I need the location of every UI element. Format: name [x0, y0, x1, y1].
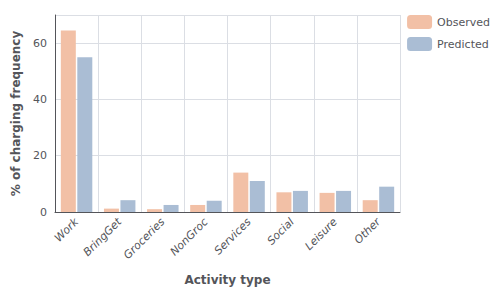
svg-text:Work: Work	[52, 215, 82, 245]
svg-text:40: 40	[33, 93, 47, 106]
svg-text:Services: Services	[212, 215, 254, 257]
svg-text:Social: Social	[265, 215, 297, 247]
svg-text:Observed: Observed	[437, 16, 490, 29]
svg-text:NonGroc: NonGroc	[168, 215, 211, 258]
svg-text:BringGet: BringGet	[81, 215, 125, 259]
svg-text:Leisure: Leisure	[303, 215, 341, 253]
svg-text:60: 60	[33, 37, 47, 50]
svg-text:0: 0	[40, 206, 47, 219]
svg-text:Activity type: Activity type	[184, 273, 270, 287]
svg-text:Other: Other	[352, 214, 384, 246]
svg-text:20: 20	[33, 149, 47, 162]
svg-text:Groceries: Groceries	[121, 215, 168, 262]
svg-text:% of charging frequency: % of charging frequency	[9, 31, 23, 197]
svg-text:Predicted: Predicted	[437, 38, 489, 51]
